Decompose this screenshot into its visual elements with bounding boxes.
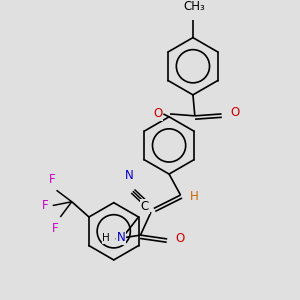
- Text: N: N: [117, 232, 125, 244]
- Text: C: C: [141, 200, 149, 213]
- Text: N: N: [124, 169, 134, 182]
- Text: F: F: [42, 199, 48, 212]
- Text: CH₃: CH₃: [183, 0, 205, 13]
- Text: O: O: [176, 232, 185, 245]
- Text: F: F: [52, 222, 59, 235]
- Text: H: H: [190, 190, 199, 203]
- Text: O: O: [230, 106, 239, 118]
- Text: O: O: [153, 107, 162, 121]
- Text: H: H: [102, 233, 110, 243]
- Text: F: F: [48, 172, 55, 185]
